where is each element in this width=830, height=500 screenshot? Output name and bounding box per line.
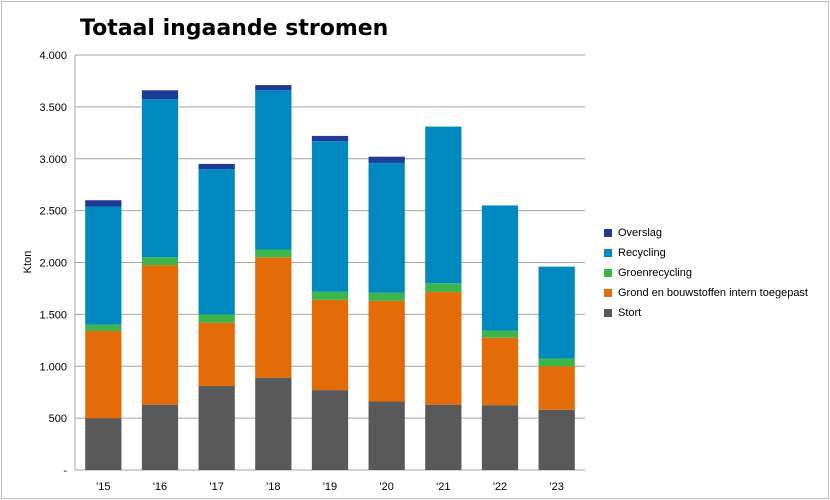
bar-segment [85,330,122,419]
legend-swatch [604,289,612,297]
legend-label: Grond en bouwstoffen intern toegepast [618,287,808,299]
legend-item: Stort [604,303,808,323]
y-axis-label: Kton [22,251,34,274]
y-tick-label: 3.500 [39,102,67,114]
bar-segment [368,300,405,402]
bar-segment [368,162,405,293]
bar-segment [368,401,405,470]
legend-label: Overslag [618,227,663,239]
y-tick-label: 2.500 [39,206,67,218]
bar-segment [198,169,235,315]
y-tick-label: - [63,465,67,477]
bar-segment [481,337,519,406]
x-tick-label: '20 [379,481,393,493]
y-tick-label: 3.000 [39,154,67,166]
bar-segment [311,135,349,142]
legend-swatch [604,249,612,257]
bar-segment [255,85,292,91]
bar-segment [198,314,235,323]
bar-segment [141,90,179,100]
x-tick-label: '19 [323,481,337,493]
x-tick-label: '21 [436,481,450,493]
bar-segment [198,322,235,386]
bar-segment [425,126,462,284]
x-tick-label: '23 [549,481,563,493]
bar-segment [538,366,575,410]
y-tick-label: 1.500 [39,309,67,321]
bar-segment [481,330,519,338]
x-tick-label: '18 [266,481,280,493]
bar-segment [255,257,292,378]
bar-segment [198,163,235,170]
bar-segment [481,205,519,331]
legend-swatch [604,229,612,237]
bar-segment [311,141,349,292]
legend-label: Recycling [618,247,666,259]
bar-segment [538,266,575,359]
bar-segment [85,200,122,207]
y-tick-label: 500 [49,413,67,425]
legend: Overslag Recycling Groenrecycling Grond en … [604,223,808,323]
bar-segment [198,385,235,470]
legend-swatch [604,269,612,277]
bar-segment [425,292,462,405]
bar-segment [425,283,462,293]
legend-label: Groenrecycling [618,267,692,279]
bar-segment [141,404,179,470]
bar-segment [481,405,519,470]
legend-item: Recycling [604,243,808,263]
bar-segment [85,206,122,325]
y-tick-label: 2.000 [39,258,67,270]
bar-segment [311,390,349,470]
bar-segment [255,249,292,258]
chart-title: Totaal ingaande stromen [80,16,389,41]
legend-swatch [604,309,612,317]
x-tick-label: '16 [153,481,167,493]
bar-segment [311,291,349,300]
x-tick-label: '15 [96,481,110,493]
bar-segment [368,156,405,163]
bar-segment [85,418,122,470]
bar-segment [425,404,462,470]
legend-item: Overslag [604,223,808,243]
legend-item: Grond en bouwstoffen intern toegepast [604,283,808,303]
bar-segment [538,409,575,470]
x-tick-label: '22 [493,481,507,493]
bar-segment [85,324,122,331]
bar-segment [141,265,179,405]
bar-segment [311,299,349,391]
y-tick-label: 4.000 [39,50,67,62]
legend-label: Stort [618,307,642,319]
bar-segment [141,257,179,266]
bar-segment [141,99,179,258]
y-tick-label: 1.000 [39,361,67,373]
x-tick-label: '17 [209,481,223,493]
bar-segment [368,292,405,301]
bar-segment [255,377,292,470]
bar-segment [538,358,575,367]
legend-item: Groenrecycling [604,263,808,283]
bar-segment [255,90,292,250]
